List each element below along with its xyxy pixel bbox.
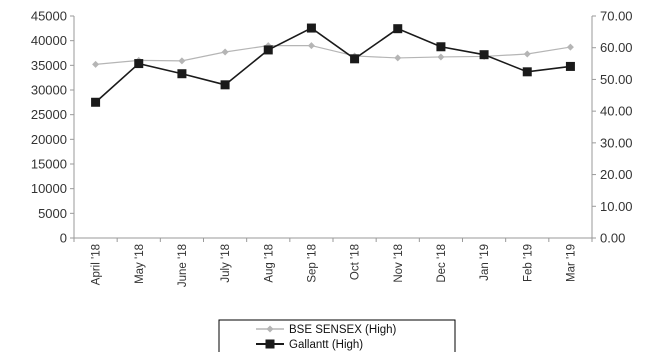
data-point-bse-sensex-high <box>307 42 315 50</box>
series-line-bse-sensex-high <box>95 44 571 65</box>
legend-box <box>218 319 456 352</box>
x-category-label: Jan '19 <box>479 244 491 281</box>
x-category-label: Oct '18 <box>350 244 362 280</box>
data-point-gallantt-high <box>306 23 316 33</box>
right-tick-label: 50.00 <box>600 72 633 87</box>
legend: BSE SENSEX (High) Gallantt (High) <box>218 319 456 352</box>
left-tick-label: 40000 <box>31 33 67 48</box>
data-point-gallantt-high <box>91 97 101 107</box>
x-category-label: Dec '18 <box>436 244 448 283</box>
data-point-gallantt-high <box>263 45 273 55</box>
data-point-bse-sensex-high <box>221 48 229 56</box>
series-layer <box>91 23 575 107</box>
x-category-label: Feb '19 <box>522 244 534 282</box>
data-point-gallantt-high <box>350 54 360 64</box>
right-tick-label: 30.00 <box>600 135 633 150</box>
x-category-label: Sep '18 <box>306 244 318 283</box>
x-category-label: April '18 <box>91 244 103 285</box>
legend-marker-gallantt <box>265 339 275 349</box>
data-point-gallantt-high <box>393 24 403 34</box>
data-point-bse-sensex-high <box>437 53 445 61</box>
category-labels: April '18 May '18 June '18 July '18 Aug '18 S… <box>73 238 593 287</box>
left-tick-label: 15000 <box>31 157 67 172</box>
x-category-label: May '18 <box>134 244 146 284</box>
x-category-label: Mar '19 <box>565 244 577 282</box>
x-category-label: June '18 <box>177 244 189 287</box>
data-point-bse-sensex-high <box>566 43 574 51</box>
legend-label-bse-sensex: BSE SENSEX (High) <box>289 324 397 336</box>
legend-label-gallantt: Gallantt (High) <box>289 339 363 351</box>
data-point-bse-sensex-high <box>178 57 186 65</box>
x-category-label: July '18 <box>220 244 232 283</box>
data-point-gallantt-high <box>522 67 532 77</box>
data-point-bse-sensex-high <box>523 50 531 58</box>
left-tick-label: 10000 <box>31 181 67 196</box>
right-tick-label: 70.00 <box>600 9 633 24</box>
right-tick-label: 40.00 <box>600 104 633 119</box>
left-tick-label: 0 <box>60 231 67 246</box>
axes <box>73 16 593 239</box>
left-axis-ticks: 0 5000 10000 15000 20000 25000 30000 35000 40000… <box>31 9 74 246</box>
right-tick-label: 0.00 <box>600 231 625 246</box>
right-tick-label: 20.00 <box>600 167 633 182</box>
data-point-gallantt-high <box>565 61 575 71</box>
data-point-gallantt-high <box>177 69 187 79</box>
left-tick-label: 45000 <box>31 9 67 24</box>
right-axis-ticks: 0.00 10.00 20.00 30.00 40.00 50.00 60.00 70.00 <box>592 9 633 246</box>
data-point-gallantt-high <box>220 80 230 90</box>
data-point-bse-sensex-high <box>394 54 402 62</box>
data-point-gallantt-high <box>479 50 489 60</box>
left-tick-label: 30000 <box>31 83 67 98</box>
left-tick-label: 35000 <box>31 58 67 73</box>
left-tick-label: 5000 <box>38 206 67 221</box>
right-tick-label: 10.00 <box>600 199 633 214</box>
data-point-gallantt-high <box>134 59 144 69</box>
series-line-gallantt-high <box>95 27 571 103</box>
data-point-bse-sensex-high <box>92 60 100 68</box>
left-tick-label: 25000 <box>31 107 67 122</box>
x-category-label: Nov '18 <box>393 244 405 283</box>
x-category-label: Aug '18 <box>263 244 275 283</box>
left-tick-label: 20000 <box>31 132 67 147</box>
legend-marker-bse-sensex <box>266 325 274 333</box>
right-tick-label: 60.00 <box>600 40 633 55</box>
data-point-gallantt-high <box>436 42 446 52</box>
